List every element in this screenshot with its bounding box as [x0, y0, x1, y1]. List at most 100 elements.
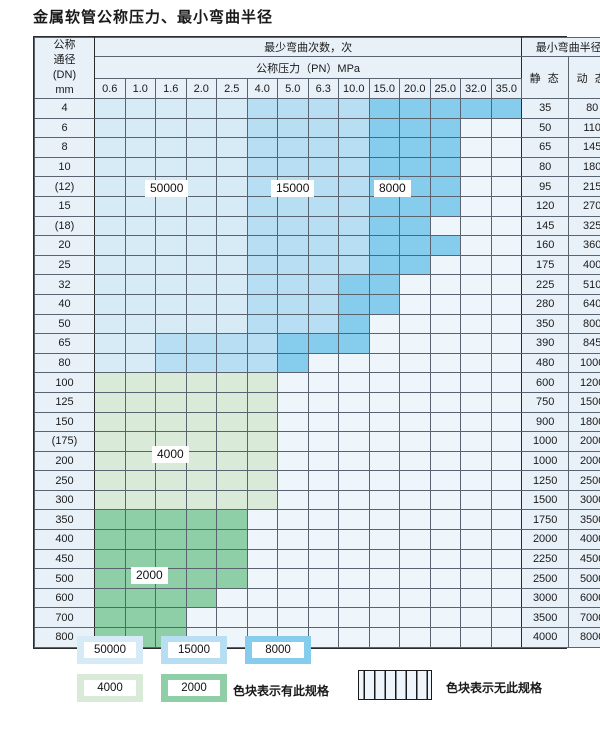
- cell-dn150-pn5.0: [277, 411, 309, 433]
- cell-dn800-pn35.0: [490, 627, 523, 648]
- row-static-radius: 2500: [521, 568, 570, 589]
- header-min-radius: 最小弯曲半径: [521, 37, 600, 57]
- cell-dn250-pn25.0: [429, 470, 461, 491]
- cell-dn8-pn2.0: [185, 137, 217, 158]
- cell-dn250-pn2.0: [185, 470, 217, 491]
- cell-dn32-pn0.6: [94, 274, 126, 295]
- cell-dn4-pn20.0: [399, 98, 431, 119]
- table-row: 20 160 360: [34, 235, 600, 256]
- cell-dn450-pn15.0: [368, 548, 400, 570]
- cell-dn4-pn35.0: [490, 98, 523, 119]
- cell-dn(18)-pn2.5: [216, 215, 248, 237]
- row-dn-6: 6: [34, 117, 95, 139]
- cell-dn(175)-pn32.0: [460, 431, 492, 452]
- row-static-radius: 3000: [521, 587, 570, 609]
- cell-dn(175)-pn25.0: [429, 431, 461, 452]
- cell-dn150-pn6.3: [307, 411, 339, 433]
- cell-dn500-pn20.0: [399, 568, 431, 589]
- cell-dn65-pn2.0: [185, 333, 217, 354]
- cell-dn700-pn1.0: [124, 607, 156, 629]
- cell-dn32-pn10.0: [338, 274, 370, 295]
- table-row: 8 65 145: [34, 137, 600, 158]
- cell-dn8-pn10.0: [338, 137, 370, 158]
- cell-dn450-pn0.6: [94, 548, 126, 570]
- header-pressure-col-4.0: 4.0: [246, 78, 278, 99]
- cell-dn50-pn10.0: [338, 313, 370, 335]
- cell-dn700-pn5.0: [277, 607, 309, 629]
- row-dn-40: 40: [34, 293, 95, 315]
- row-dn-100: 100: [34, 372, 95, 393]
- table-row: 200 10002000: [34, 450, 600, 472]
- cell-dn10-pn10.0: [338, 156, 370, 178]
- row-dynamic-radius: 1200: [568, 372, 600, 393]
- row-dynamic-radius: 360: [568, 235, 600, 256]
- row-dn-600: 600: [34, 587, 95, 609]
- cell-dn(18)-pn35.0: [490, 215, 523, 237]
- cell-dn150-pn0.6: [94, 411, 126, 433]
- cell-dn350-pn2.0: [185, 509, 217, 531]
- cell-dn65-pn25.0: [429, 333, 461, 354]
- row-dynamic-radius: 1500: [568, 391, 600, 413]
- cell-dn40-pn1.6: [155, 293, 187, 315]
- cell-dn150-pn25.0: [429, 411, 461, 433]
- cell-dn25-pn15.0: [368, 254, 400, 276]
- cell-dn200-pn0.6: [94, 450, 126, 472]
- table-row: 10 80 180: [34, 156, 600, 178]
- cell-dn800-pn6.3: [307, 627, 339, 648]
- cell-dn125-pn1.6: [155, 391, 187, 413]
- cell-dn8-pn1.6: [155, 137, 187, 158]
- row-static-radius: 175: [521, 254, 570, 276]
- header-pressure-col-20.0: 20.0: [399, 78, 431, 99]
- cell-dn50-pn2.5: [216, 313, 248, 335]
- table-row: 32 225 510: [34, 274, 600, 295]
- cell-dn6-pn5.0: [277, 117, 309, 139]
- row-static-radius: 1750: [521, 509, 570, 531]
- cell-dn700-pn15.0: [368, 607, 400, 629]
- cell-dn350-pn0.6: [94, 509, 126, 531]
- cell-dn350-pn1.0: [124, 509, 156, 531]
- cell-dn500-pn4.0: [246, 568, 278, 589]
- cell-dn25-pn0.6: [94, 254, 126, 276]
- cell-dn50-pn5.0: [277, 313, 309, 335]
- cell-dn80-pn1.6: [155, 352, 187, 374]
- cell-dn300-pn35.0: [490, 489, 523, 511]
- cell-dn300-pn20.0: [399, 489, 431, 511]
- row-dynamic-radius: 6000: [568, 587, 600, 609]
- cell-dn700-pn0.6: [94, 607, 126, 629]
- cell-dn(18)-pn6.3: [307, 215, 339, 237]
- row-dynamic-radius: 80: [568, 98, 600, 119]
- cell-dn200-pn5.0: [277, 450, 309, 472]
- row-static-radius: 225: [521, 274, 570, 295]
- table-row: (175) 10002000: [34, 431, 600, 452]
- header-pressure: 公称压力（PN）MPa: [93, 56, 523, 79]
- row-dn-150: 150: [34, 411, 95, 433]
- cell-dn20-pn4.0: [246, 235, 278, 256]
- cell-dn(175)-pn35.0: [490, 431, 523, 452]
- row-dn-500: 500: [34, 568, 95, 589]
- header-dn-line-2: (DN): [52, 69, 77, 81]
- cell-dn32-pn25.0: [429, 274, 461, 295]
- spec-table-wrapper: 公称 通径 (DN) mm 最少弯曲次数，次 最小弯曲半径 公称压力（PN）MP…: [33, 36, 600, 649]
- cell-dn300-pn0.6: [94, 489, 126, 511]
- cell-dn15-pn4.0: [246, 195, 278, 217]
- row-dynamic-radius: 7000: [568, 607, 600, 629]
- cell-dn(18)-pn10.0: [338, 215, 370, 237]
- row-dn-15: 15: [34, 195, 95, 217]
- cell-dn32-pn15.0: [368, 274, 400, 295]
- cell-dn(175)-pn6.3: [307, 431, 339, 452]
- cell-dn350-pn32.0: [460, 509, 492, 531]
- table-head: 公称 通径 (DN) mm 最少弯曲次数，次 最小弯曲半径 公称压力（PN）MP…: [34, 37, 600, 99]
- cell-dn300-pn32.0: [460, 489, 492, 511]
- cell-dn400-pn20.0: [399, 529, 431, 550]
- grid-value-label-50000: 50000: [145, 180, 189, 197]
- row-dn-250: 250: [34, 470, 95, 491]
- cell-dn100-pn0.6: [94, 372, 126, 393]
- cell-dn700-pn1.6: [155, 607, 187, 629]
- cell-dn(175)-pn20.0: [399, 431, 431, 452]
- cell-dn15-pn2.5: [216, 195, 248, 217]
- header-dn-cell: 公称 通径 (DN) mm: [34, 37, 95, 99]
- row-dynamic-radius: 1000: [568, 352, 600, 374]
- table-row: 40 280 640: [34, 293, 600, 315]
- cell-dn450-pn25.0: [429, 548, 461, 570]
- table-row: 100 6001200: [34, 372, 600, 393]
